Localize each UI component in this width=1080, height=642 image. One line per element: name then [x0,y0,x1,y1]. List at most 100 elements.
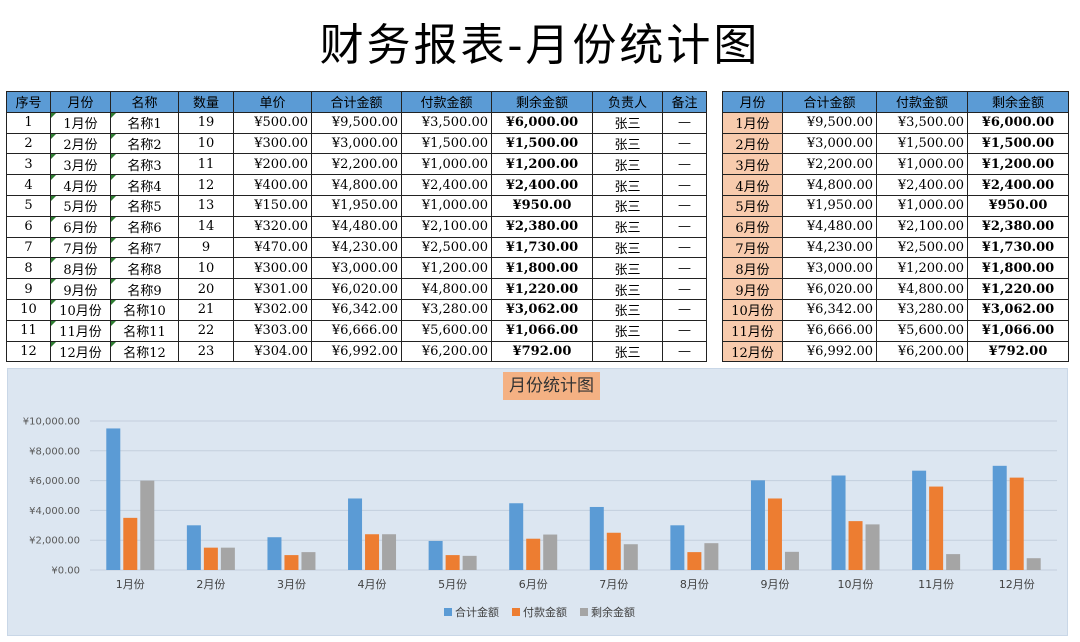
table-cell: 名称2 [110,132,179,155]
bar [767,498,782,570]
bar [848,521,863,570]
table-cell: ¥2,380.00 [491,215,593,238]
bar [123,517,138,570]
table-cell: ¥3,062.00 [967,298,1069,321]
table-cell: 22 [178,319,234,342]
legend-label: 付款金额 [523,605,567,619]
table-cell: 名称10 [110,298,179,321]
table-cell: ¥200.00 [233,153,312,176]
table-cell: 6月份 [50,215,111,238]
table-cell: ¥1,066.00 [491,319,593,342]
table-cell: ¥301.00 [233,278,312,300]
bar [284,555,299,570]
table-cell: 3月份 [722,153,783,176]
table-cell: ¥1,000.00 [401,153,492,176]
main-header-cell: 月份 [50,91,111,113]
bar [106,428,121,570]
x-tick-label: 3月份 [277,578,306,591]
table-cell: 张三 [592,194,663,217]
table-cell: ¥1,950.00 [311,194,402,217]
table-cell: ¥3,000.00 [311,132,402,155]
table-cell: ¥792.00 [967,340,1069,363]
table-cell: 1 [6,111,51,134]
table-cell: 11 [178,153,234,176]
table-cell: 张三 [592,236,663,259]
table-cell: 5月份 [722,194,783,217]
table-cell: ¥950.00 [491,194,593,217]
table-cell: ¥3,280.00 [401,298,492,321]
x-tick-label: 7月份 [599,578,628,591]
table-row: 11月份 ¥6,666.00 ¥5,600.00 ¥1,066.00 [722,319,1069,342]
table-cell: ¥4,800.00 [311,174,402,196]
table-row: 12 12月份 名称12 23 ¥304.00 ¥6,992.00 ¥6,200.00 ¥79… [6,340,707,363]
table-cell: ¥3,062.00 [491,298,593,321]
table-cell: 2 [6,132,51,155]
main-header-cell: 备注 [662,91,707,113]
table-cell: ¥2,500.00 [401,236,492,259]
table-cell: — [662,340,707,363]
bar [428,540,443,570]
bar [203,547,218,570]
table-row: 2 2月份 名称2 10 ¥300.00 ¥3,000.00 ¥1,500.00 ¥1,500… [6,132,707,155]
table-cell: ¥2,400.00 [401,174,492,196]
table-cell: 名称1 [110,111,179,134]
table-cell: ¥1,950.00 [782,194,877,217]
table-cell: 名称4 [110,174,179,196]
y-tick-label: ¥6,000.00 [29,476,80,487]
table-cell: 张三 [592,298,663,321]
table-cell: ¥3,000.00 [311,257,402,280]
bar [267,537,282,570]
table-cell: ¥1,000.00 [876,153,968,176]
bar [784,551,799,570]
table-cell: ¥1,800.00 [491,257,593,280]
y-tick-label: ¥8,000.00 [29,446,80,457]
main-table: 序号 月份 名称 数量 单价 合计金额 付款金额 剩余金额 负责人 备注 1 1月份 名称1 19 ¥50… [6,91,707,363]
table-cell: ¥3,000.00 [782,132,877,155]
table-cell: ¥2,400.00 [876,174,968,196]
table-cell: ¥4,230.00 [782,236,877,259]
bar [865,524,880,570]
bar [543,534,558,570]
table-cell: ¥400.00 [233,174,312,196]
table-row: 1 1月份 名称1 19 ¥500.00 ¥9,500.00 ¥3,500.00 ¥6,000… [6,111,707,134]
table-cell: 19 [178,111,234,134]
table-cell: — [662,319,707,342]
bar [348,498,363,570]
table-row: 5月份 ¥1,950.00 ¥1,000.00 ¥950.00 [722,194,1069,217]
bar [670,525,685,570]
summary-header-cell: 剩余金额 [967,91,1069,113]
table-cell: 10 [6,298,51,321]
table-cell: 名称9 [110,278,179,300]
table-cell: ¥3,000.00 [782,257,877,280]
table-cell: 13 [178,194,234,217]
bar [1026,558,1041,570]
table-cell: ¥9,500.00 [782,111,877,134]
table-row: 3 3月份 名称3 11 ¥200.00 ¥2,200.00 ¥1,000.00 ¥1,200… [6,153,707,176]
table-cell: ¥1,500.00 [876,132,968,155]
table-cell: — [662,236,707,259]
table-cell: 9 [6,278,51,300]
table-cell: ¥1,220.00 [967,278,1069,300]
table-cell: 8 [6,257,51,280]
table-cell: 7月份 [722,236,783,259]
page-title: 财务报表-月份统计图 [319,20,761,71]
table-row: 7 7月份 名称7 9 ¥470.00 ¥4,230.00 ¥2,500.00 ¥1,730.… [6,236,707,259]
x-tick-label: 8月份 [680,578,709,591]
legend-swatch [512,608,520,616]
main-header-cell: 数量 [178,91,234,113]
table-cell: ¥6,992.00 [782,340,877,363]
main-header-cell: 剩余金额 [491,91,593,113]
y-tick-label: ¥2,000.00 [29,536,80,547]
table-cell: ¥1,730.00 [967,236,1069,259]
table-cell: ¥1,500.00 [967,132,1069,155]
table-cell: 张三 [592,319,663,342]
table-cell: 张三 [592,174,663,196]
table-cell: ¥3,500.00 [876,111,968,134]
table-cell: — [662,257,707,280]
table-cell: ¥3,500.00 [401,111,492,134]
table-cell: ¥4,480.00 [782,215,877,238]
table-cell: 10月份 [50,298,111,321]
table-cell: 5 [6,194,51,217]
table-row: 7月份 ¥4,230.00 ¥2,500.00 ¥1,730.00 [722,236,1069,259]
table-cell: 12 [6,340,51,363]
